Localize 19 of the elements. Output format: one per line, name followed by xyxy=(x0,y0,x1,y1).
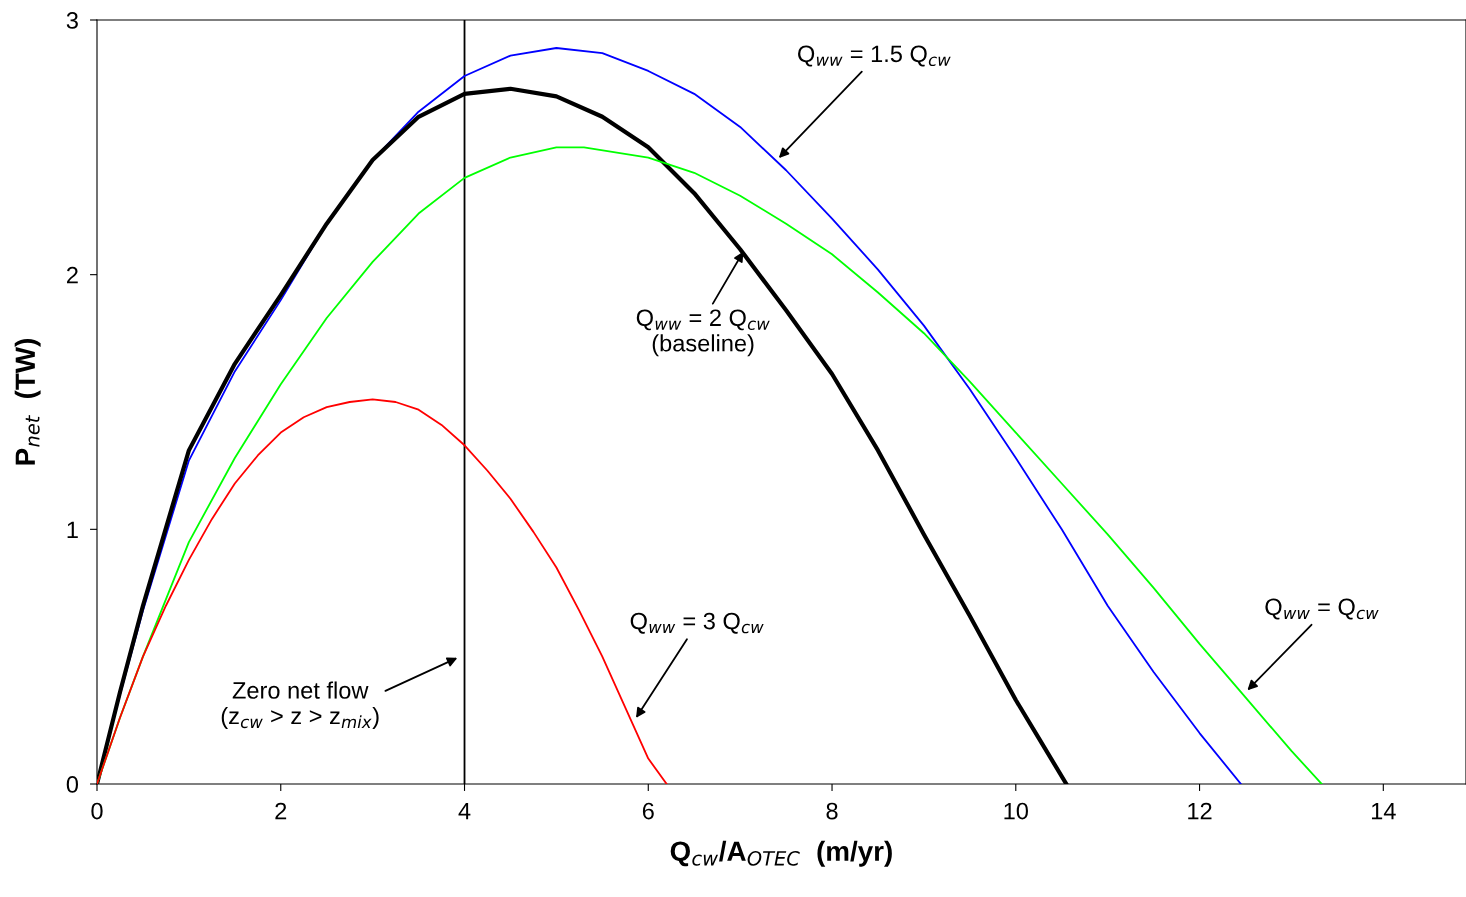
y-tick-label: 3 xyxy=(66,12,78,29)
x-tick-label: 8 xyxy=(826,802,838,820)
annotation: Q$_{ww}$ = 3 Q$_{cw}$ xyxy=(630,612,764,634)
x-tick-label: 2 xyxy=(275,802,287,820)
y-tick-label: 2 xyxy=(67,266,78,284)
y-tick-label: 1 xyxy=(67,521,78,538)
x-tick-label: 0 xyxy=(91,802,103,820)
x-tick-label: 12 xyxy=(1188,802,1212,820)
x-axis-title: Q$_{cw}$/A$_{OTEC}$ (m/yr) xyxy=(670,840,892,867)
annotation: Q$_{ww}$ = Q$_{cw}$ xyxy=(1265,598,1379,620)
y-axis-title: P$_{net}$ (TW) xyxy=(14,339,41,465)
x-tick-label: 14 xyxy=(1371,802,1396,820)
annotation: Q$_{ww}$ = 1.5 Q$_{cw}$ xyxy=(798,45,951,67)
x-tick-label: 4 xyxy=(458,802,471,820)
y-tick-label: 0 xyxy=(66,776,79,793)
annotation: Q$_{ww}$ = 2 Q$_{cw}$ (baseline) xyxy=(636,309,770,357)
ref-line-label: Zero net flow (z$_{cw}$ > z > z$_{mix}$) xyxy=(221,681,379,729)
x-tick-label: 10 xyxy=(1004,802,1028,820)
x-tick-label: 6 xyxy=(642,802,654,820)
